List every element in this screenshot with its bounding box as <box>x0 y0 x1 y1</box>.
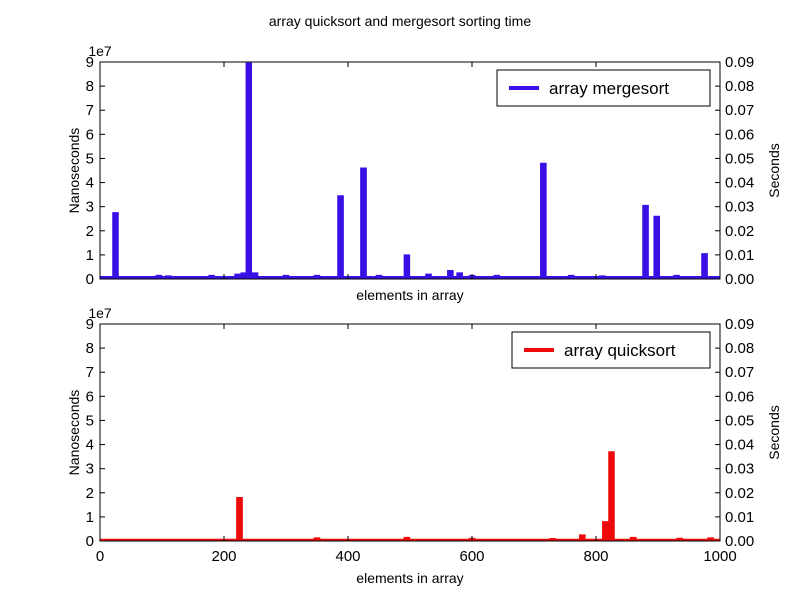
y-tick-label: 0 <box>86 271 94 288</box>
series-line-array-quicksort <box>100 451 720 541</box>
series-line-array-mergesort <box>100 62 720 279</box>
y-tick-label-right: 0.03 <box>725 199 754 216</box>
y-tick-label: 5 <box>86 412 94 429</box>
x-axis-label: elements in array <box>356 287 463 303</box>
x-tick-label: 200 <box>211 548 236 565</box>
y-offset-label: 1e7 <box>88 43 112 59</box>
y-tick-label-right: 0.00 <box>725 533 754 550</box>
x-tick-label: 0 <box>96 548 104 565</box>
y-tick-label: 8 <box>86 340 94 357</box>
y-tick-label-right: 0.05 <box>725 150 754 167</box>
chart-panel-1: 0 1 2 3 4 5 6 7 8 9 0.00 0.01 0.02 0.03 0.04 0.05 0.06 0.… <box>66 43 782 303</box>
y-tick-label: 5 <box>86 150 94 167</box>
y-tick-label: 3 <box>86 199 94 216</box>
y-tick-label: 6 <box>86 388 94 405</box>
y-tick-label-right: 0.04 <box>725 175 754 192</box>
y-tick-label: 7 <box>86 364 94 381</box>
y-tick-label-right: 0.05 <box>725 412 754 429</box>
legend-box <box>496 69 711 107</box>
y-tick-label-right: 0.00 <box>725 271 754 288</box>
y-tick-label: 0 <box>86 533 94 550</box>
y-tick-label-right: 0.03 <box>725 461 754 478</box>
y-tick-label: 4 <box>86 437 94 454</box>
y-tick-label: 1 <box>86 247 94 264</box>
y-tick-label-right: 0.08 <box>725 340 754 357</box>
plot-frame <box>99 61 721 280</box>
chart-panels: 0 1 2 3 4 5 6 7 8 9 0.00 0.01 0.02 0.03 0.04 0.05 0.06 0.… <box>66 43 782 586</box>
y-tick-label-right: 0.07 <box>725 102 754 119</box>
y-tick-label: 8 <box>86 78 94 95</box>
y-tick-label-right: 0.08 <box>725 78 754 95</box>
x-tick-label: 600 <box>459 548 484 565</box>
x-tick-label: 1000 <box>703 548 736 565</box>
y-tick-label: 4 <box>86 175 94 192</box>
y-tick-label: 2 <box>86 485 94 502</box>
y-tick-label-right: 0.09 <box>725 316 754 333</box>
plot-frame <box>99 323 721 542</box>
y-tick-label-right: 0.06 <box>725 126 754 143</box>
y-axis-label: Nanoseconds <box>66 128 82 214</box>
y-tick-label-right: 0.02 <box>725 485 754 502</box>
y-tick-label: 6 <box>86 126 94 143</box>
x-tick-label: 400 <box>335 548 360 565</box>
y-tick-label: 7 <box>86 102 94 119</box>
y-offset-label: 1e7 <box>88 305 112 321</box>
y-tick-label-right: 0.09 <box>725 54 754 71</box>
y-axis-label-right: Seconds <box>766 143 782 197</box>
y-tick-label-right: 0.01 <box>725 509 754 526</box>
y-tick-label: 2 <box>86 223 94 240</box>
y-axis-label-right: Seconds <box>766 405 782 459</box>
y-tick-label: 1 <box>86 509 94 526</box>
y-tick-label-right: 0.01 <box>725 247 754 264</box>
x-axis-label: elements in array <box>356 570 463 586</box>
y-tick-label-right: 0.07 <box>725 364 754 381</box>
y-axis-label: Nanoseconds <box>66 390 82 476</box>
y-tick-label: 9 <box>86 54 94 71</box>
x-tick-label: 800 <box>583 548 608 565</box>
y-tick-label: 9 <box>86 316 94 333</box>
y-tick-label-right: 0.06 <box>725 388 754 405</box>
legend-label: array mergesort <box>549 79 669 98</box>
legend-label: array quicksort <box>564 341 676 360</box>
y-tick-label-right: 0.02 <box>725 223 754 240</box>
y-tick-label: 3 <box>86 461 94 478</box>
chart-panel-2: 0 1 2 3 4 5 6 7 8 9 0.00 0.01 0.02 0.03 0.04 0.05 0.06 0.… <box>66 305 782 586</box>
y-tick-label-right: 0.04 <box>725 437 754 454</box>
chart-title: array quicksort and mergesort sorting ti… <box>269 13 531 29</box>
